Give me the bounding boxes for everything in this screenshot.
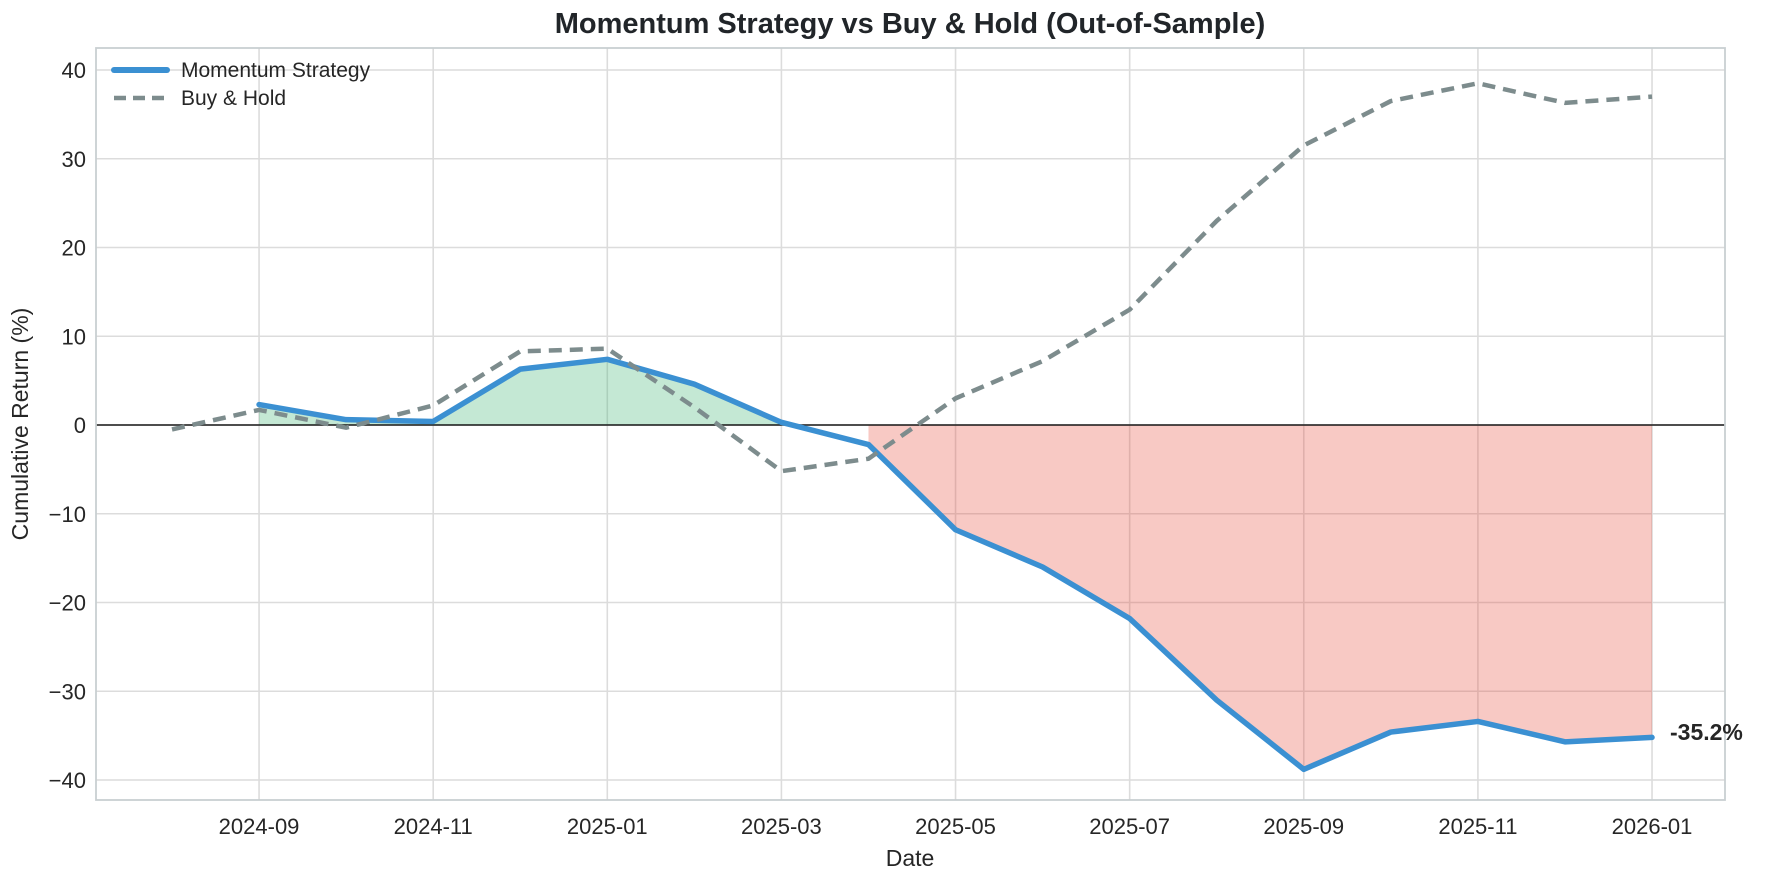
legend: Momentum Strategy Buy & Hold [111, 59, 371, 110]
legend-momentum-label: Momentum Strategy [181, 59, 371, 82]
plot-border [95, 47, 1726, 801]
chart-title: Momentum Strategy vs Buy & Hold (Out-of-… [555, 8, 1266, 40]
buy-and-hold-line [171, 81, 1653, 474]
y-tick-label: 40 [62, 58, 86, 83]
y-tick-label: −40 [49, 768, 86, 793]
x-axis-tick-labels: 2024-09 2024-11 2025-01 2025-03 2025-05 2025-… [219, 814, 1693, 839]
x-tick-label: 2025-03 [741, 814, 822, 839]
x-tick-label: 2026-01 [1612, 814, 1693, 839]
x-tick-label: 2025-09 [1263, 814, 1344, 839]
x-tick-label: 2025-05 [915, 814, 996, 839]
y-tick-label: 0 [74, 413, 86, 438]
x-tick-label: 2025-07 [1089, 814, 1170, 839]
y-tick-label: −10 [49, 502, 86, 527]
x-axis-label: Date [886, 845, 935, 871]
y-tick-label: −20 [49, 591, 86, 616]
y-axis-label: Cumulative Return (%) [7, 308, 33, 541]
momentum-strategy-line [256, 356, 1655, 773]
y-tick-label: 30 [62, 147, 86, 172]
y-tick-label: 10 [62, 324, 86, 349]
final-return-annotation: -35.2% [1670, 719, 1743, 745]
x-tick-label: 2024-09 [219, 814, 300, 839]
y-tick-label: −30 [49, 679, 86, 704]
x-tick-label: 2025-01 [567, 814, 648, 839]
y-tick-label: 20 [62, 236, 86, 261]
legend-buyhold-label: Buy & Hold [181, 87, 286, 110]
x-tick-label: 2024-11 [394, 814, 473, 839]
x-tick-label: 2025-11 [1438, 814, 1517, 839]
negative-return-fill [868, 425, 1653, 770]
y-axis-tick-labels: 40 30 20 10 0 −10 −20 −30 −40 [49, 58, 86, 793]
